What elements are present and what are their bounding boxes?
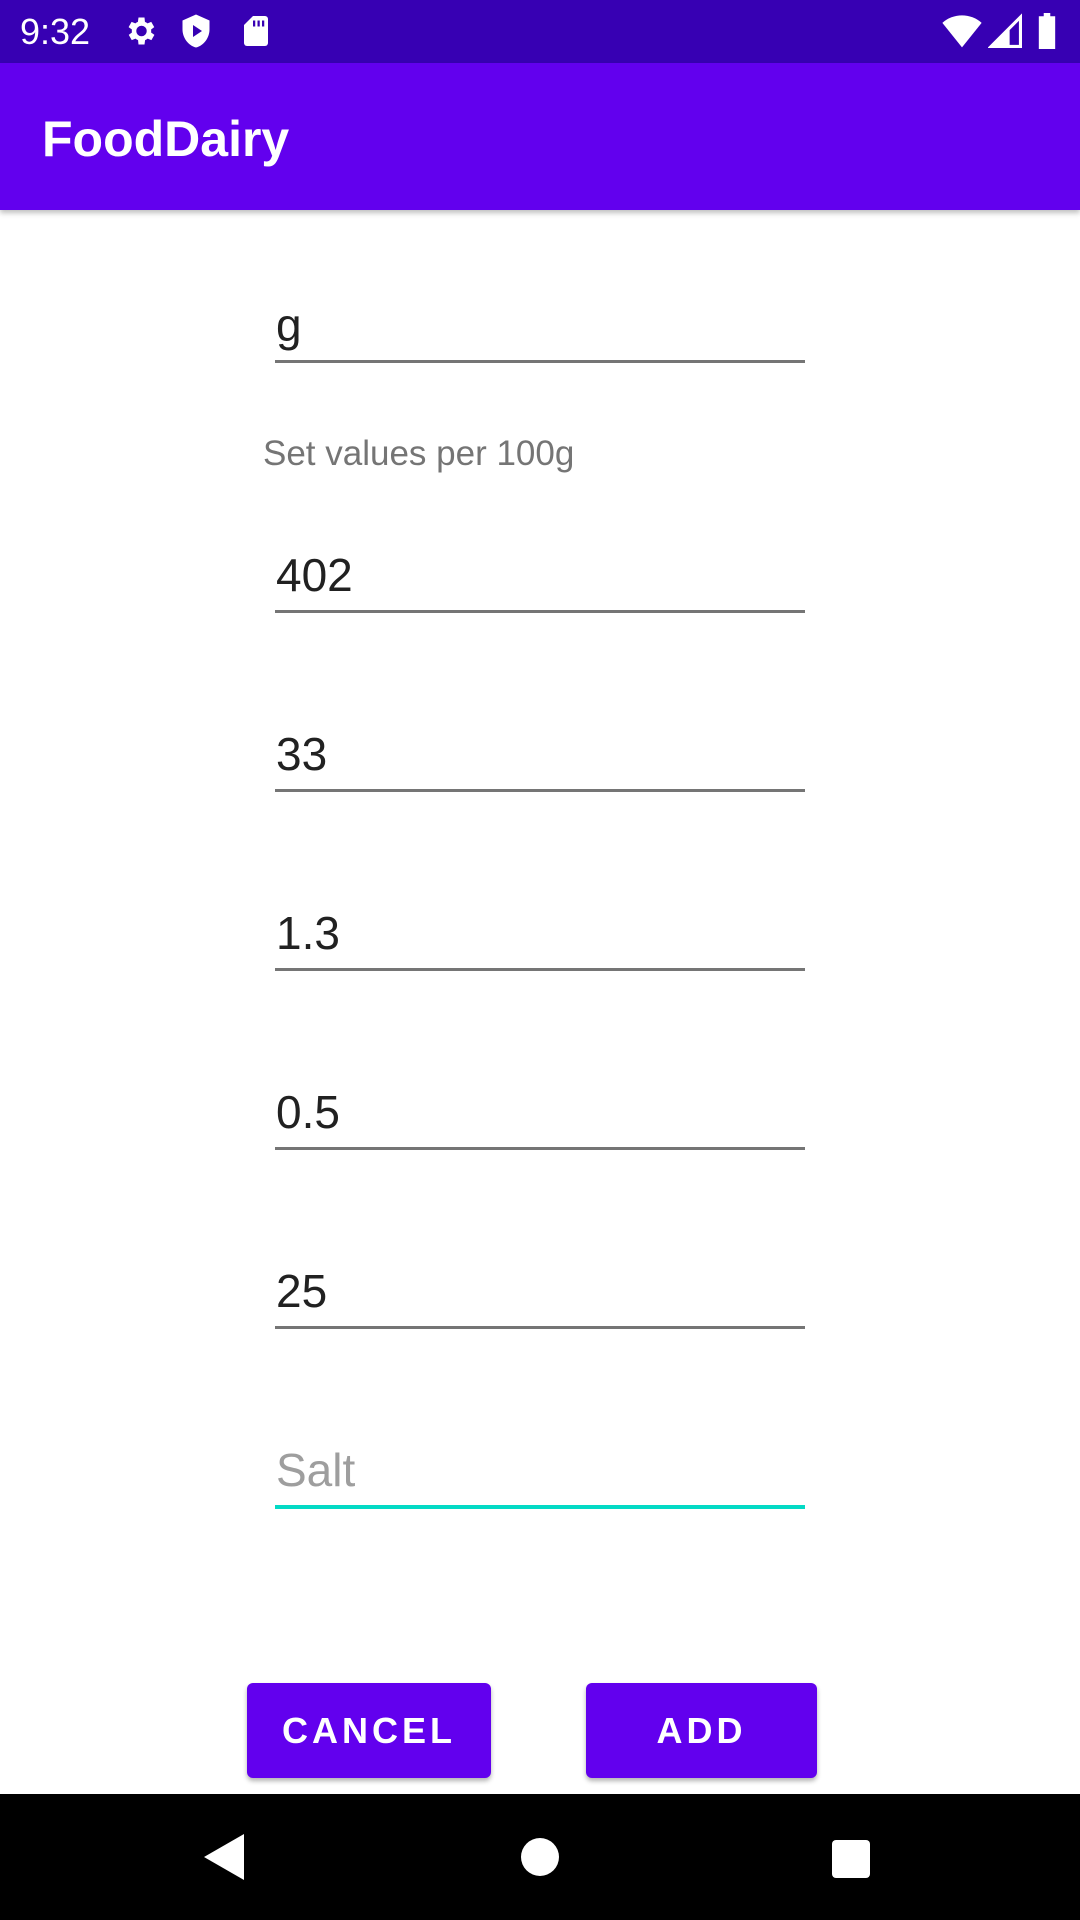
nutrient-field-2-underline (275, 789, 805, 792)
status-time: 9:32 (20, 11, 91, 52)
nutrient-input-5[interactable] (275, 1258, 807, 1324)
shield-play-icon (178, 13, 214, 54)
unit-field[interactable] (275, 292, 807, 363)
nutrient-field-2[interactable] (275, 721, 807, 792)
nutrient-input-4[interactable] (275, 1079, 807, 1145)
cell-signal-icon (987, 13, 1022, 54)
recents-icon[interactable] (828, 1830, 874, 1889)
nutrient-field-5[interactable] (275, 1258, 807, 1329)
nutrient-field-5-underline (275, 1326, 805, 1329)
nutrient-field-4-underline (275, 1147, 805, 1150)
sd-card-icon (238, 13, 274, 54)
salt-input[interactable] (275, 1437, 807, 1503)
status-bar: 9:32 (0, 0, 1080, 63)
nutrient-input-3[interactable] (275, 900, 807, 966)
unit-input[interactable] (275, 292, 807, 358)
nutrient-field-3[interactable] (275, 900, 807, 971)
per-100g-hint: Set values per 100g (263, 434, 575, 473)
salt-field[interactable] (275, 1437, 807, 1509)
wifi-icon (942, 13, 982, 54)
nutrient-input-2[interactable] (275, 721, 807, 787)
cancel-button[interactable]: CANCEL (247, 1683, 491, 1778)
home-icon[interactable] (518, 1830, 562, 1889)
battery-icon (1036, 13, 1058, 54)
app-bar: FoodDairy (0, 63, 1080, 210)
nutrient-input-1[interactable] (275, 542, 807, 608)
settings-icon (122, 13, 158, 54)
nutrient-field-3-underline (275, 968, 805, 971)
add-button[interactable]: ADD (586, 1683, 817, 1778)
nutrient-field-4[interactable] (275, 1079, 807, 1150)
salt-field-underline (275, 1505, 805, 1509)
app-title: FoodDairy (42, 111, 290, 167)
back-icon[interactable] (200, 1830, 252, 1889)
nutrient-field-1-underline (275, 610, 805, 613)
unit-field-underline (275, 360, 805, 363)
nutrient-field-1[interactable] (275, 542, 807, 613)
